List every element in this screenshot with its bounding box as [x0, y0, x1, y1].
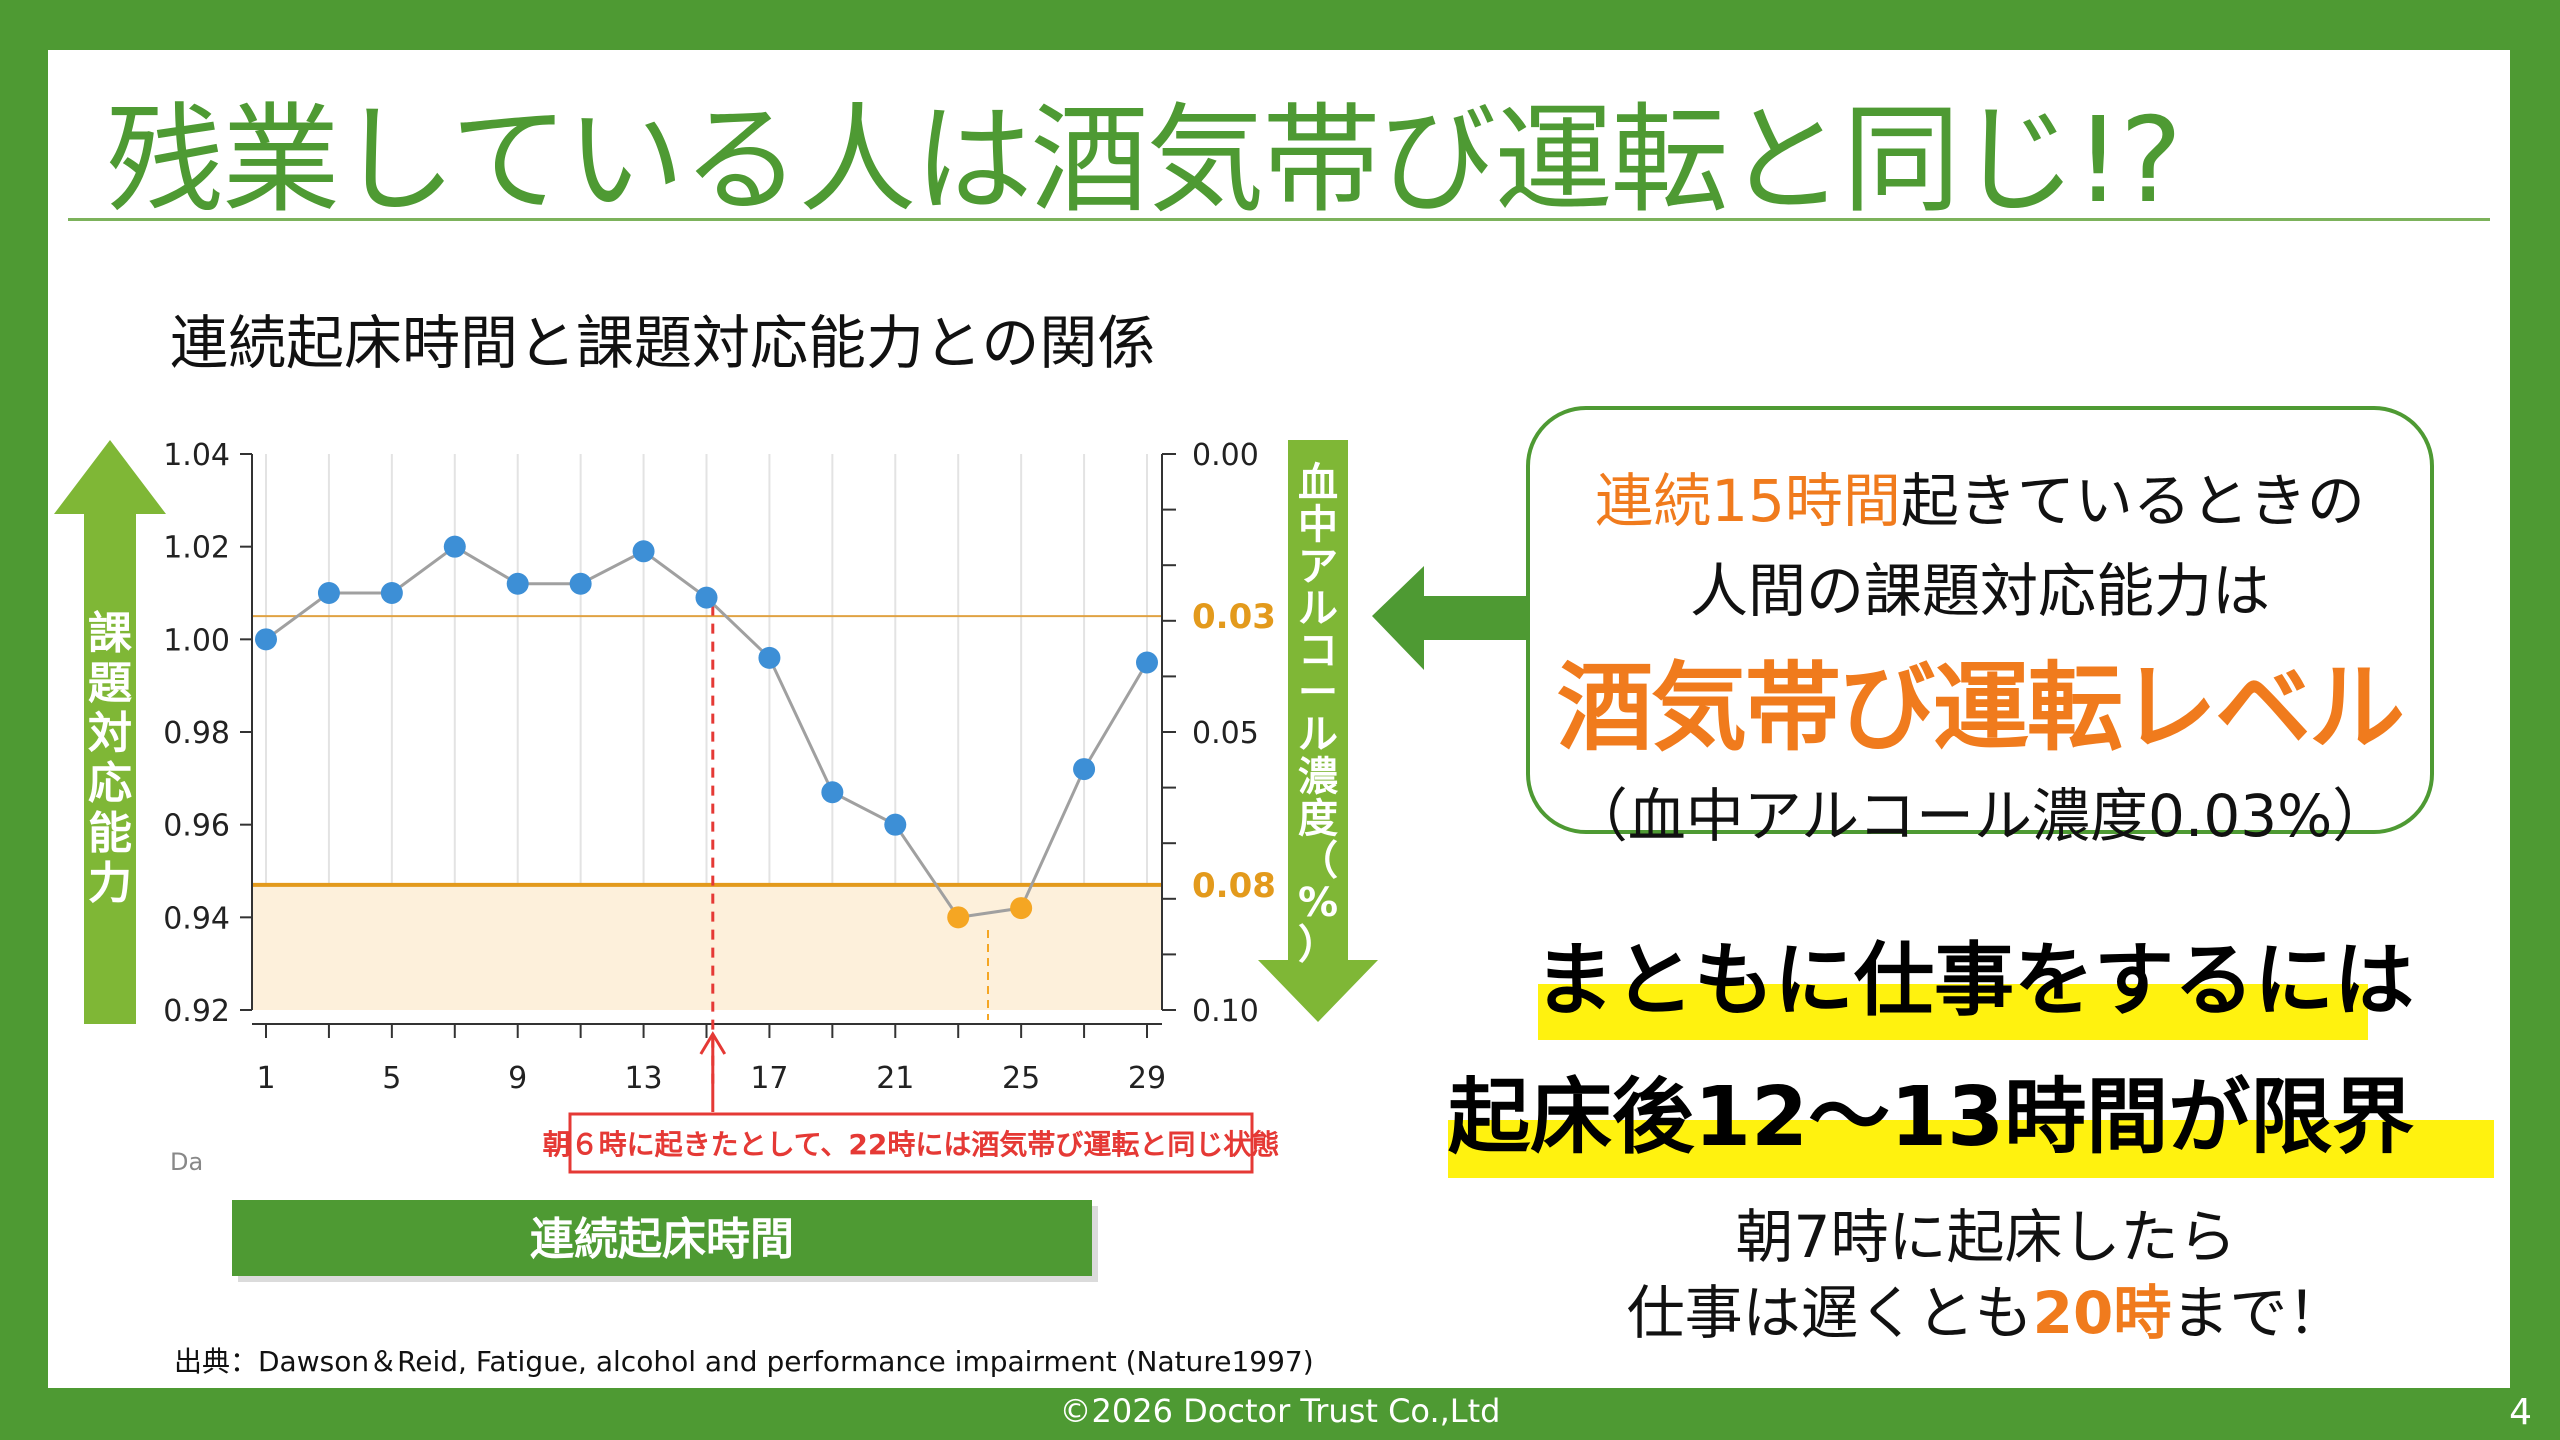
highlight-bar-1	[1538, 984, 2368, 1040]
axis-label-char: 対	[88, 708, 132, 759]
axis-label-char: ル	[1298, 712, 1338, 758]
y-tick-label: 0.94	[163, 901, 230, 936]
y-axis-label: 課題対応能力	[88, 608, 132, 909]
callout-line-1: 連続15時間起きているときの	[1530, 454, 2430, 538]
x-tick-label: 1	[256, 1061, 275, 1096]
impaired-zone	[252, 884, 1162, 1010]
advice-line-2-post: まで！	[2171, 1279, 2346, 1347]
x-tick-label: 29	[1128, 1061, 1166, 1096]
callout-emphasis: 酒気帯び運転レベル	[1557, 652, 2405, 764]
annotation-text: 朝６時に起きたとして、22時には酒気帯び運転と同じ状態	[543, 1128, 1280, 1161]
data-point	[1073, 758, 1096, 781]
x-axis-label: 連続起床時間	[530, 1214, 794, 1265]
data-point	[317, 582, 340, 604]
y-tick-label: 1.02	[163, 531, 230, 566]
x-tick-label: 17	[750, 1061, 788, 1096]
conclusion-line-1: まともに仕事をするには	[1534, 934, 2414, 1027]
axis-label-char: 度	[1298, 796, 1338, 842]
axis-label-char: 中	[1298, 502, 1338, 548]
data-point	[632, 540, 655, 563]
data-point-highlight	[1010, 897, 1033, 920]
pointer-arrow	[1372, 566, 1530, 670]
callout-highlight: 連続15時間	[1595, 467, 1901, 535]
title-divider	[68, 218, 2490, 221]
y-tick-label: 1.00	[163, 623, 230, 658]
page-number: 4	[2509, 1392, 2532, 1433]
data-point	[506, 572, 529, 595]
callout-box: 連続15時間起きているときの 人間の課題対応能力は 酒気帯び運転レベル （血中ア…	[1526, 406, 2434, 850]
advice-highlight: 20時	[2032, 1279, 2172, 1347]
source-citation: 出典：Dawson＆Reid, Fatigue, alcohol and per…	[174, 1345, 1314, 1378]
axis-label-char: ー	[1298, 670, 1338, 716]
advice-line-2-pre: 仕事は遅くとも	[1626, 1279, 2033, 1347]
y2-tick-label: 0.05	[1192, 716, 1259, 751]
data-point	[380, 582, 403, 604]
conclusion-line-2: 起床後12～13時間が限界	[1448, 1070, 2415, 1165]
data-point-highlight	[947, 906, 970, 929]
data-point	[884, 813, 907, 836]
x-tick-label: 13	[624, 1061, 662, 1096]
axis-stub-label: Da	[170, 1148, 203, 1176]
y2-tick-label: 0.00	[1192, 438, 1259, 473]
x-tick-label: 21	[876, 1061, 914, 1096]
callout-line-1-rest: 起きているときの	[1900, 467, 2365, 535]
y2-tick-label: 0.10	[1192, 994, 1259, 1029]
x-tick-label: 5	[382, 1061, 401, 1096]
x-axis-label-banner	[232, 1200, 1092, 1276]
data-point	[443, 535, 466, 558]
y-tick-label: 0.96	[163, 809, 230, 844]
axis-label-char: ）	[1298, 922, 1338, 968]
y2-highlight-label: 0.08	[1192, 866, 1276, 906]
slide: 残業している人は酒気帯び運転と同じ!? 連続起床時間と課題対応能力との関係 連続…	[48, 50, 2510, 1388]
axis-label-char: ア	[1298, 544, 1338, 590]
slide-title: 残業している人は酒気帯び運転と同じ!?	[106, 91, 2182, 229]
axis-label-char: （	[1298, 838, 1338, 884]
axis-label-char: 力	[88, 858, 132, 909]
axis-label-char: 能	[88, 808, 132, 859]
data-point	[821, 781, 844, 804]
annotation-box	[568, 1112, 1254, 1174]
data-point	[1136, 651, 1158, 674]
data-point	[695, 586, 718, 609]
advice-line-2: 仕事は遅くとも20時まで！	[1536, 1266, 2436, 1350]
chart-title: 連続起床時間と課題対応能力との関係	[170, 309, 1156, 377]
axis-label-char: 応	[88, 758, 132, 809]
y2-axis-label: 血中アルコール濃度（%）	[1298, 460, 1339, 968]
data-point	[569, 572, 592, 595]
y-tick-label: 0.98	[163, 716, 230, 751]
advice-line-1: 朝7時に起床したら	[1735, 1203, 2237, 1271]
axis-label-char: 血	[1298, 460, 1338, 506]
y-tick-label: 1.04	[163, 438, 230, 473]
axis-label-char: コ	[1298, 628, 1338, 674]
y2-axis-arrow-down	[1258, 440, 1378, 1022]
x-tick-label: 25	[1002, 1061, 1040, 1096]
callout-line-2: 人間の課題対応能力は	[1689, 557, 2270, 625]
highlight-bar-2	[1448, 1120, 2494, 1178]
data-point	[255, 628, 277, 651]
y-axis-arrow-up	[54, 440, 166, 1024]
y-tick-label: 0.92	[163, 994, 230, 1029]
callout-line-4: （血中アルコール濃度0.03%）	[1569, 782, 2391, 850]
data-point	[758, 646, 781, 669]
axis-label-char: 課	[88, 608, 132, 659]
axis-label-char: 濃	[1298, 754, 1339, 800]
axis-label-char: %	[1298, 880, 1338, 926]
axis-label-char: ル	[1298, 586, 1338, 632]
axis-label-char: 題	[88, 658, 132, 709]
x-tick-label: 9	[508, 1061, 527, 1096]
y2-highlight-label: 0.03	[1192, 597, 1276, 637]
footer-copyright: ©2026 Doctor Trust Co.,Ltd	[1059, 1392, 1501, 1430]
